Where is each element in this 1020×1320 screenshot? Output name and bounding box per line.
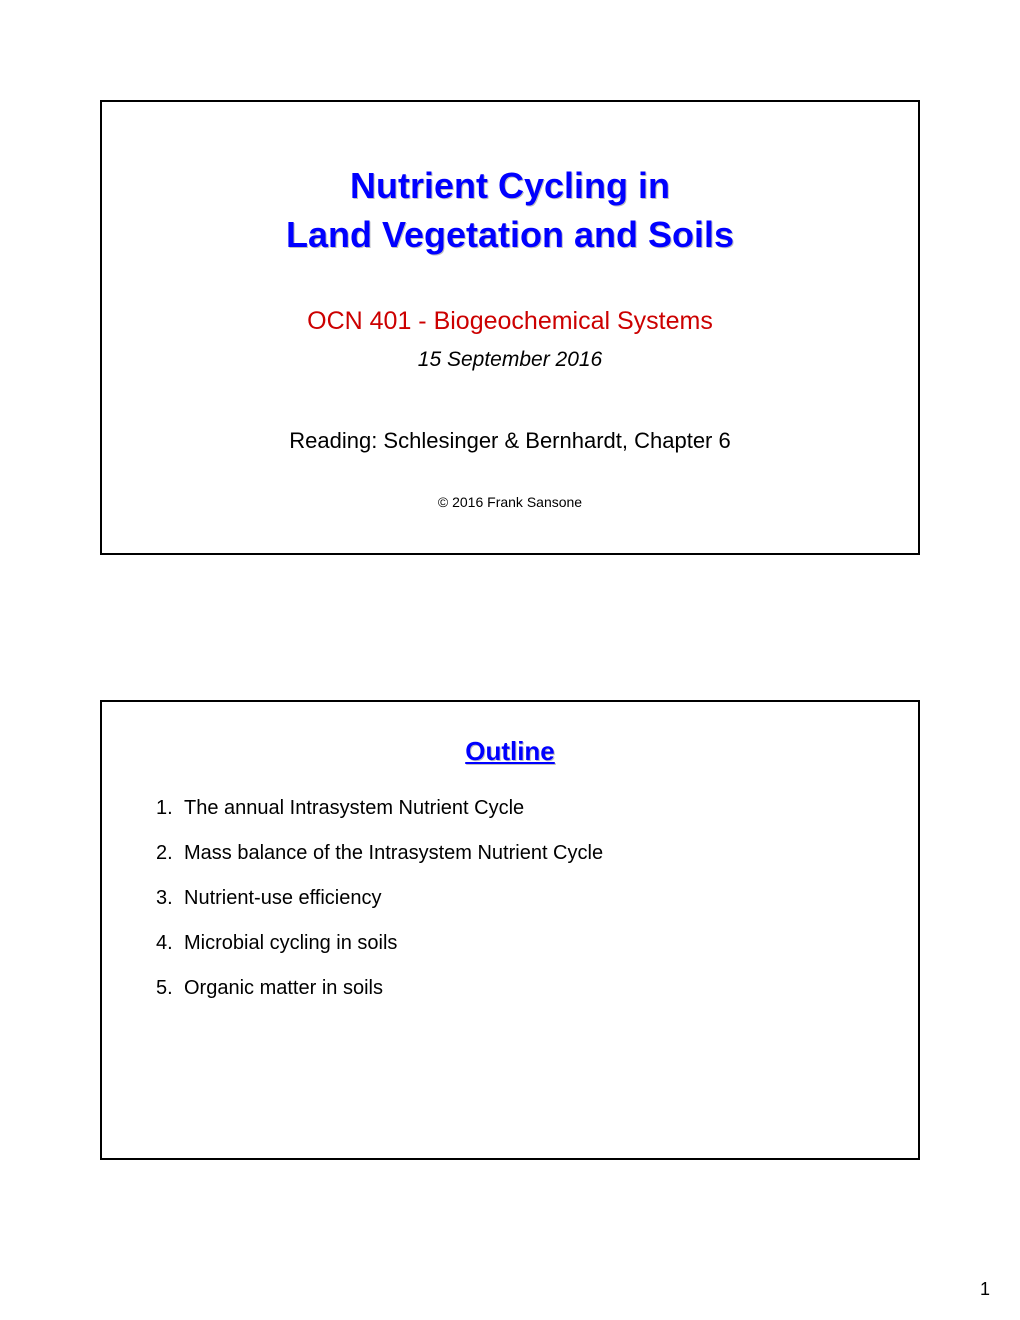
slide-title: Nutrient Cycling in Land Vegetation and … [100,100,920,555]
item-text: Organic matter in soils [184,977,383,999]
item-number: 3. [156,887,184,910]
outline-list: 1.The annual Intrasystem Nutrient Cycle … [152,797,868,1000]
list-item: 2.Mass balance of the Intrasystem Nutrie… [156,842,868,865]
title-line-1: Nutrient Cycling in [350,165,670,206]
slide-outline: Outline 1.The annual Intrasystem Nutrien… [100,700,920,1160]
item-text: The annual Intrasystem Nutrient Cycle [184,797,524,819]
list-item: 3.Nutrient-use efficiency [156,887,868,910]
list-item: 4.Microbial cycling in soils [156,932,868,955]
item-text: Microbial cycling in soils [184,932,397,954]
page-number: 1 [980,1279,990,1300]
main-title: Nutrient Cycling in Land Vegetation and … [102,162,918,259]
list-item: 1.The annual Intrasystem Nutrient Cycle [156,797,868,820]
date-label: 15 September 2016 [102,348,918,372]
title-line-2: Land Vegetation and Soils [286,214,734,255]
item-number: 2. [156,842,184,865]
copyright-label: © 2016 Frank Sansone [102,494,918,510]
reading-label: Reading: Schlesinger & Bernhardt, Chapte… [102,428,918,454]
item-number: 1. [156,797,184,820]
item-text: Mass balance of the Intrasystem Nutrient… [184,842,603,864]
item-number: 5. [156,977,184,1000]
item-text: Nutrient-use efficiency [184,887,382,909]
course-label: OCN 401 - Biogeochemical Systems [102,307,918,336]
item-number: 4. [156,932,184,955]
list-item: 5.Organic matter in soils [156,977,868,1000]
outline-title: Outline [152,736,868,767]
